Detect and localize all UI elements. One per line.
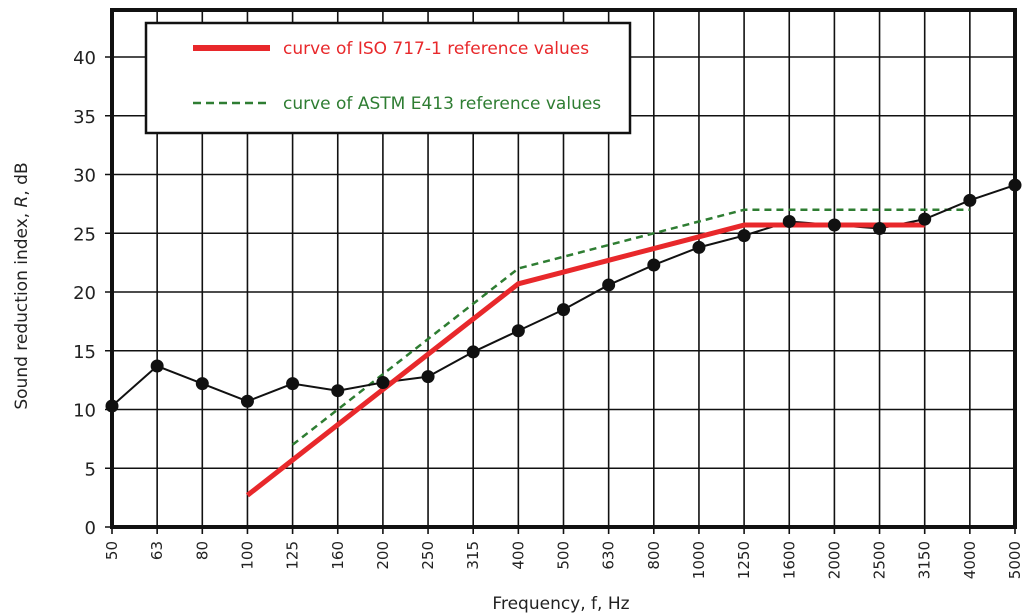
measured-point-500	[557, 303, 570, 317]
y-tick-label-40: 40	[73, 48, 96, 69]
legend-box	[144, 21, 632, 135]
x-tick-label-800: 800	[645, 541, 663, 570]
measured-point-63	[150, 359, 164, 373]
measured-point-1000	[692, 240, 706, 254]
y-tick-labels: 0 5 10 15 20 25 30 35 40	[73, 48, 96, 539]
measured-point-400	[511, 324, 525, 338]
x-tick-label-2500: 2500	[871, 541, 889, 579]
x-tick-label-80: 80	[193, 541, 211, 560]
x-tick-label-1600: 1600	[780, 541, 798, 579]
y-axis-title-variable: R	[12, 196, 32, 208]
y-axis-title-part-1: Sound reduction index,	[12, 207, 32, 409]
x-tick-label-3150: 3150	[916, 541, 934, 579]
x-tick-label-1250: 1250	[735, 541, 753, 579]
y-tick-label-25: 25	[73, 224, 96, 245]
legend-astm-label: curve of ASTM E413 reference values	[283, 94, 601, 114]
measured-point-3150	[918, 212, 932, 226]
x-tick-labels: 50 63 80 100 125 160 200 250 315 400 500 630 800 1000…	[103, 541, 1022, 579]
measured-point-630	[602, 278, 616, 292]
x-tick-label-4000: 4000	[961, 541, 979, 579]
measured-point-100	[240, 394, 254, 408]
plot-frame	[110, 8, 1017, 529]
x-axis-title: Frequency, f, Hz	[492, 594, 629, 614]
measured-point-2500	[873, 222, 887, 236]
x-tick-label-50: 50	[103, 541, 121, 560]
y-tick-label-0: 0	[85, 518, 96, 539]
y-axis-title-part-3: , dB	[12, 162, 32, 195]
measured-point-250	[421, 370, 435, 384]
measured-point-1250	[737, 229, 751, 243]
measured-point-125	[286, 377, 300, 391]
y-tick-label-20: 20	[73, 283, 96, 304]
measured-point-80	[195, 377, 209, 391]
series-layer	[105, 178, 1022, 498]
x-tick-label-160: 160	[329, 541, 347, 570]
x-tick-label-2000: 2000	[825, 541, 843, 579]
x-tick-label-125: 125	[284, 541, 302, 570]
y-tick-label-35: 35	[73, 107, 96, 128]
measured-point-4000	[963, 193, 977, 207]
x-tick-label-250: 250	[419, 541, 437, 570]
x-tick-label-315: 315	[464, 541, 482, 570]
y-tick-label-10: 10	[73, 401, 96, 422]
x-tick-label-630: 630	[600, 541, 618, 570]
x-tick-label-200: 200	[374, 541, 392, 570]
y-tick-label-5: 5	[85, 459, 96, 480]
x-tick-label-400: 400	[509, 541, 527, 570]
measured-point-1600	[782, 215, 796, 228]
y-tick-label-30: 30	[73, 166, 96, 187]
y-tick-label-15: 15	[73, 342, 96, 363]
measured-point-315	[466, 345, 480, 359]
measured-point-800	[647, 258, 661, 272]
x-tick-label-1000: 1000	[690, 541, 708, 579]
y-axis-title: Sound reduction index, R, dB	[12, 162, 32, 409]
measured-point-160	[331, 384, 345, 398]
measured-point-2000	[827, 218, 841, 232]
x-tick-label-500: 500	[555, 541, 573, 570]
legend: curve of ISO 717-1 reference values curv…	[144, 21, 632, 135]
legend-iso-label: curve of ISO 717-1 reference values	[283, 39, 589, 59]
x-tick-label-100: 100	[238, 541, 256, 570]
measured-point-200	[376, 375, 390, 389]
x-tick-label-63: 63	[148, 541, 166, 560]
series-line-iso-717-1	[245, 222, 925, 498]
x-tick-label-5000: 5000	[1006, 541, 1022, 579]
